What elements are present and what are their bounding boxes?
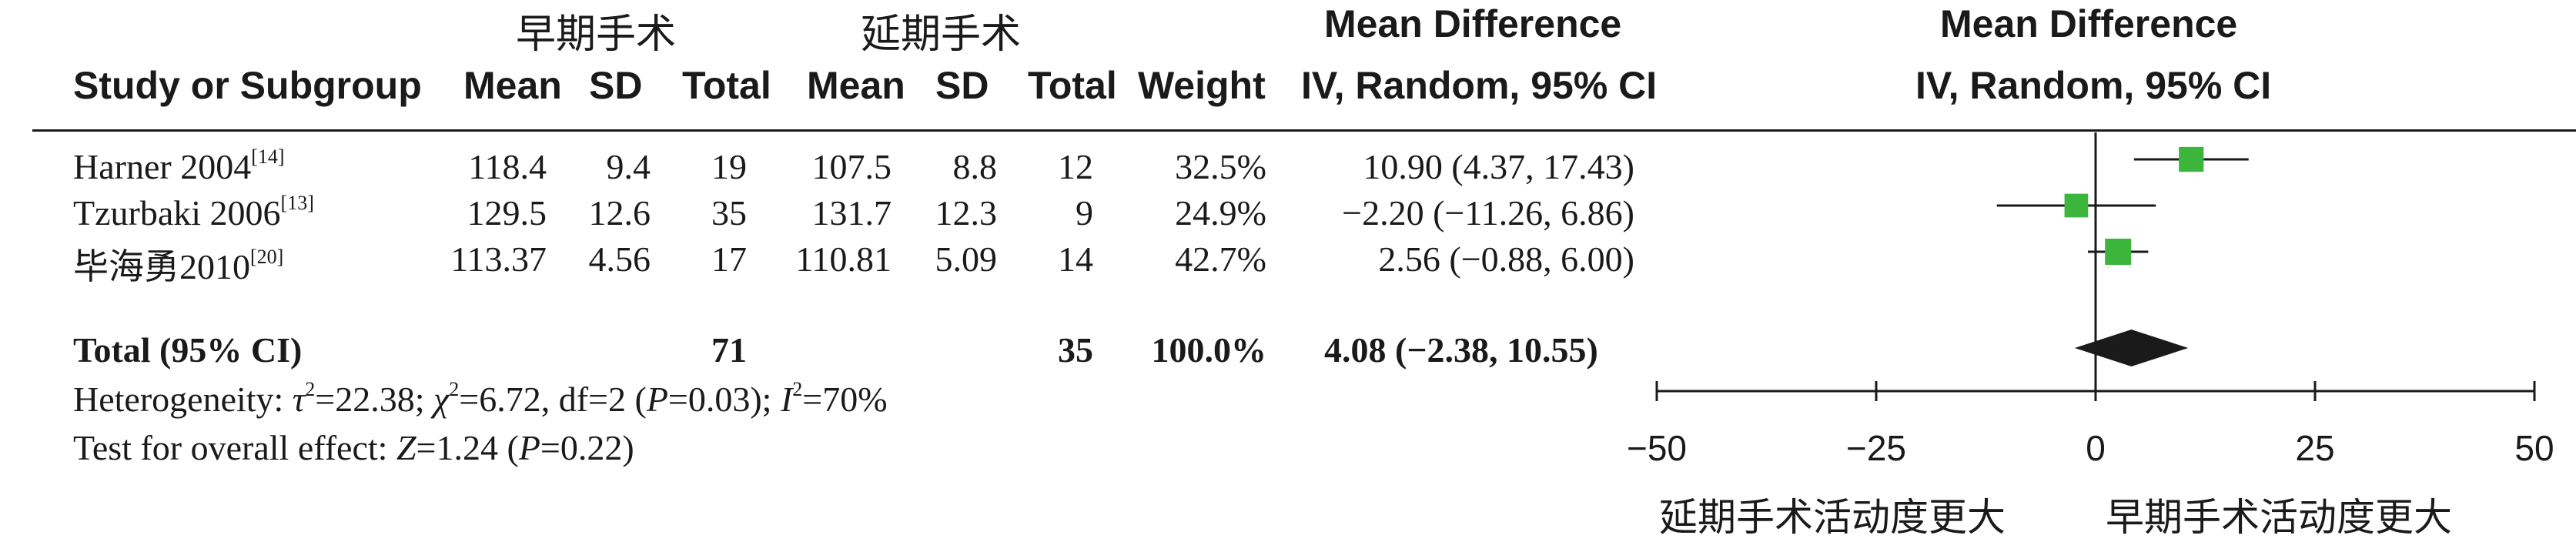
early-sd: 9.4 (606, 147, 651, 186)
heterogeneity-text: Heterogeneity: τ2=22.38; χ2=6.72, df=2 (… (73, 378, 888, 420)
study-marker (2105, 239, 2132, 265)
early-total: 19 (711, 147, 747, 186)
col-delayed-mean: Mean (807, 64, 905, 107)
col-md-method-table: IV, Random, 95% CI (1301, 64, 1658, 107)
overall-effect-text: Test for overall effect: Z=1.24 (P=0.22) (73, 428, 634, 467)
x-tick-label: 50 (2514, 428, 2554, 468)
col-early-total: Total (682, 64, 771, 107)
early-mean: 118.4 (468, 147, 547, 186)
delayed-mean: 131.7 (811, 193, 892, 233)
ci-text: 10.90 (4.37, 17.43) (1363, 147, 1634, 186)
md-title-plot: Mean Difference (1940, 2, 2238, 45)
total-delayed-n: 35 (1058, 330, 1093, 370)
total-ci-text: 4.08 (−2.38, 10.55) (1324, 330, 1598, 370)
delayed-total: 12 (1058, 147, 1093, 186)
col-study: Study or Subgroup (73, 64, 422, 107)
study-name: Tzurbaki 2006[13] (73, 192, 314, 233)
x-tick-label: 25 (2295, 428, 2334, 468)
early-mean: 113.37 (450, 239, 547, 279)
favors-delayed-label: 延期手术活动度更大 (1659, 495, 2006, 540)
early-surgery-group-header: 早期手术 (516, 13, 677, 57)
delayed-sd: 5.09 (935, 239, 998, 279)
study-marker (2064, 193, 2089, 218)
col-delayed-total: Total (1028, 64, 1117, 107)
study-name: Harner 2004[14] (73, 146, 285, 187)
col-early-sd: SD (589, 64, 643, 107)
md-title-table: Mean Difference (1324, 2, 1622, 45)
favors-early-label: 早期手术活动度更大 (2106, 495, 2452, 540)
delayed-sd: 8.8 (952, 147, 998, 186)
study-marker (2179, 146, 2204, 172)
weight: 24.9% (1175, 193, 1266, 233)
col-weight: Weight (1138, 64, 1266, 107)
col-md-method-plot: IV, Random, 95% CI (1915, 64, 2272, 107)
delayed-surgery-group-header: 延期手术 (861, 13, 1022, 57)
delayed-mean: 107.5 (811, 147, 892, 186)
weight: 32.5% (1175, 147, 1266, 186)
header-rule (32, 129, 2576, 132)
x-tick-label: −50 (1627, 428, 1687, 468)
x-tick-label: −25 (1846, 428, 1906, 468)
ci-text: 2.56 (−0.88, 6.00) (1378, 239, 1634, 279)
early-total: 17 (711, 239, 747, 279)
delayed-sd: 12.3 (935, 193, 998, 233)
total-early-n: 71 (711, 330, 747, 370)
col-early-mean: Mean (463, 64, 562, 107)
delayed-total: 9 (1076, 193, 1093, 233)
study-name: 毕海勇2010[20] (73, 246, 284, 287)
weight: 42.7% (1175, 239, 1266, 279)
early-sd: 4.56 (588, 239, 651, 279)
delayed-mean: 110.81 (795, 239, 892, 279)
delayed-total: 14 (1058, 239, 1093, 279)
x-tick-label: 0 (2086, 428, 2106, 468)
early-sd: 12.6 (588, 193, 651, 233)
total-weight: 100.0% (1151, 330, 1267, 370)
ci-text: −2.20 (−11.26, 6.86) (1342, 193, 1634, 233)
pooled-diamond (2074, 330, 2189, 366)
early-mean: 129.5 (467, 193, 547, 233)
total-label: Total (95% CI) (73, 330, 303, 370)
col-delayed-sd: SD (935, 64, 989, 107)
early-total: 35 (711, 193, 747, 233)
